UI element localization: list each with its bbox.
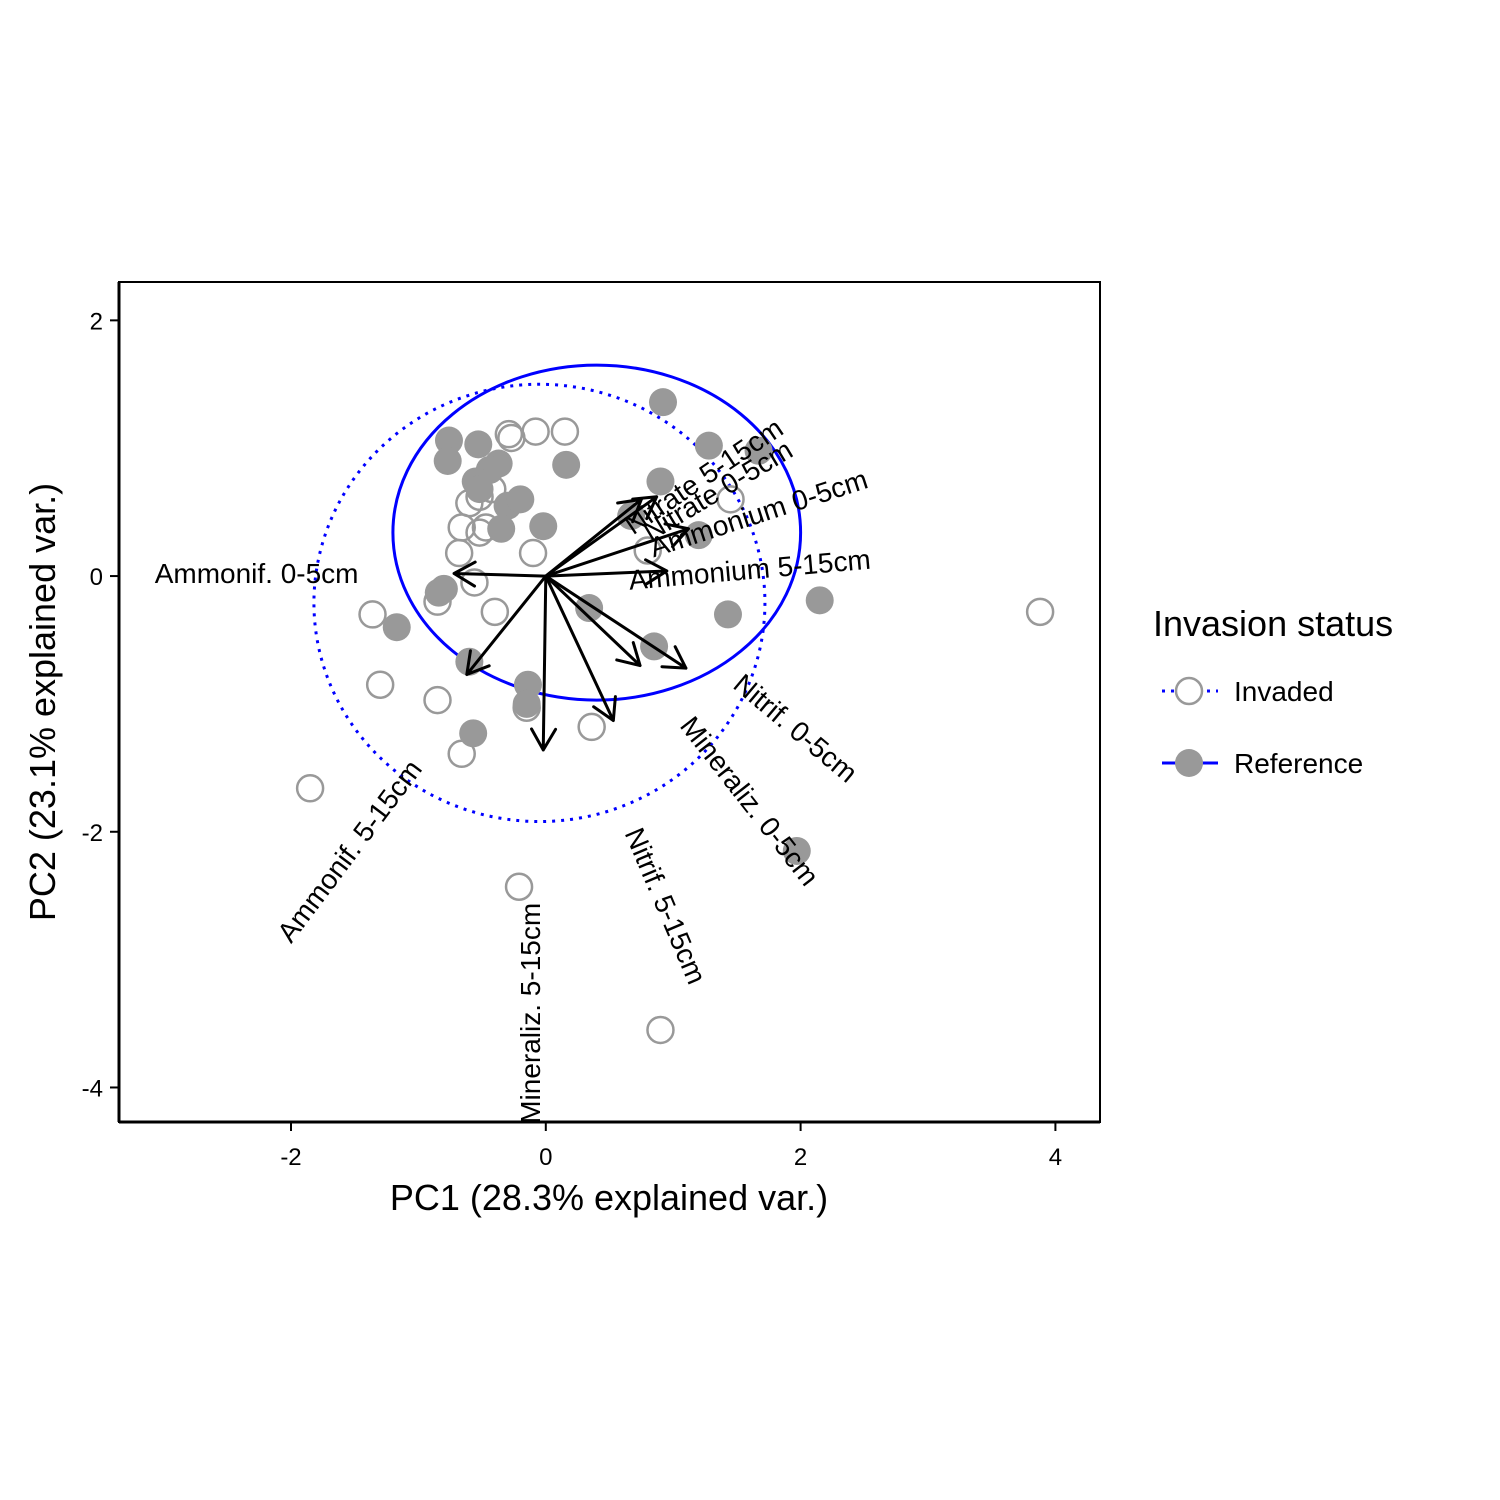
arrow-nitrif-0-5cm (544, 574, 642, 668)
y-tick-label: 0 (90, 564, 103, 591)
point-reference (552, 450, 581, 479)
data-points (295, 388, 1055, 1045)
x-tick-label: 2 (794, 1144, 807, 1171)
x-tick-label: 4 (1049, 1144, 1062, 1171)
point-reference (512, 689, 541, 718)
arrow-mineraliz-5-15cm (530, 574, 558, 752)
legend-label-reference: Reference (1234, 748, 1363, 779)
point-invaded (480, 597, 510, 627)
legend-label-invaded: Invaded (1234, 676, 1334, 707)
loading-arrows (452, 495, 690, 752)
x-axis-title: PC1 (28.3% explained var.) (390, 1177, 828, 1218)
point-invaded (504, 872, 534, 901)
point-reference (684, 521, 713, 550)
arrow-ammonif-0-5cm (452, 560, 548, 588)
y-tick-label: -2 (82, 820, 103, 847)
y-ticks: -4 -2 0 2 (82, 308, 119, 1102)
point-reference (529, 512, 558, 541)
plot-border (118, 281, 1101, 1123)
point-reference (782, 836, 811, 865)
x-tick-label: 0 (539, 1144, 552, 1171)
point-invaded (577, 712, 606, 742)
legend-item-reference: Reference (1162, 748, 1363, 779)
point-reference (506, 485, 535, 514)
point-invaded (295, 774, 325, 803)
point-invaded (497, 423, 526, 453)
point-invaded (716, 485, 745, 514)
point-invaded (518, 538, 548, 568)
point-reference (805, 586, 834, 615)
x-ticks: -2 0 2 4 (280, 1122, 1062, 1171)
y-axis: -4 -2 0 2 PC2 (23.1% explained var.) (22, 282, 121, 1122)
legend-title: Invasion status (1153, 603, 1393, 644)
x-axis: -2 0 2 4 PC1 (28.3% explained var.) (119, 1120, 1100, 1218)
point-reference (713, 600, 742, 629)
arrow-ammonium-0-5cm (544, 522, 690, 578)
point-invaded (550, 417, 580, 446)
y-tick-label: -4 (82, 1075, 103, 1102)
point-invaded (1025, 597, 1055, 627)
loading-label-mineraliz-5-15cm: Mineraliz. 5-15cm (515, 903, 546, 1124)
arrow-nitrif-5-15cm (544, 574, 617, 723)
legend-key-invaded-marker (1174, 676, 1204, 706)
ellipse-invaded (312, 382, 767, 824)
arrow-ammonif-5-15cm (465, 574, 548, 677)
point-invaded (646, 1015, 675, 1045)
arrow-nitrate-0-5cm (544, 497, 643, 578)
point-reference (433, 446, 462, 475)
point-invaded (423, 685, 452, 715)
point-reference (429, 574, 458, 603)
ellipse-reference (391, 363, 803, 702)
point-reference (465, 475, 494, 504)
point-reference (464, 430, 493, 459)
arrow-mineraliz-0-5cm (544, 574, 688, 670)
point-invaded (633, 536, 662, 565)
arrow-ammonium-5-15cm (544, 558, 669, 586)
point-invaded (358, 600, 387, 629)
y-tick-label: 2 (90, 308, 103, 335)
point-reference (744, 436, 773, 465)
loading-label-ammonif-0-5cm: Ammonif. 0-5cm (155, 558, 359, 589)
legend: Invasion status Invaded Reference (1153, 603, 1393, 779)
point-reference (646, 467, 675, 496)
legend-key-reference-marker (1175, 749, 1203, 777)
point-reference (434, 426, 463, 455)
point-reference (382, 613, 411, 642)
point-invaded (365, 670, 395, 699)
x-tick-label: -2 (280, 1144, 301, 1171)
point-invaded (460, 568, 489, 597)
legend-item-invaded: Invaded (1162, 676, 1334, 707)
confidence-ellipses (312, 363, 803, 824)
point-reference (649, 388, 678, 417)
point-invaded (444, 538, 474, 568)
point-reference (694, 431, 723, 460)
point-reference (459, 719, 488, 748)
y-axis-title: PC2 (23.1% explained var.) (22, 483, 63, 921)
point-reference (487, 514, 516, 543)
